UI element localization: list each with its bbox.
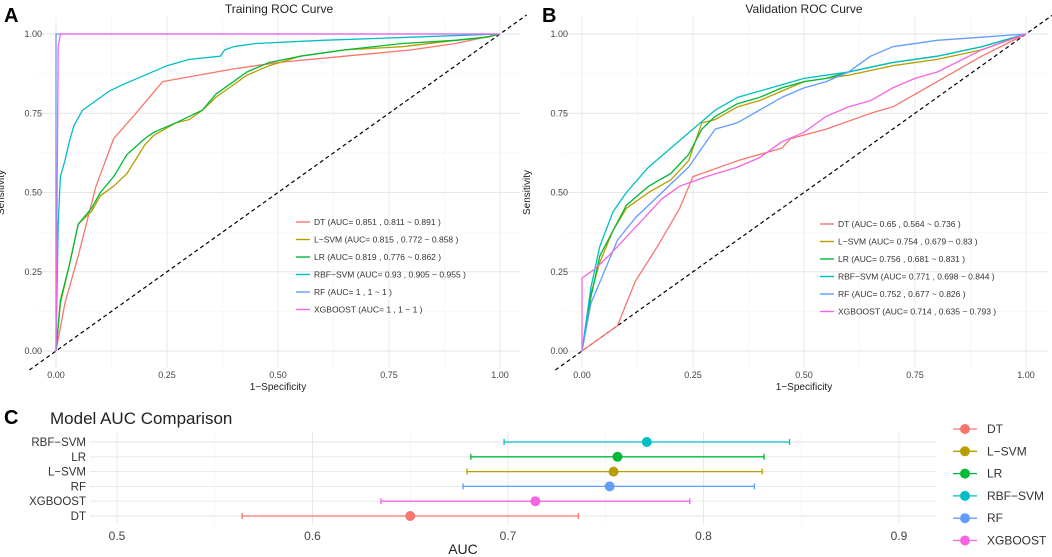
roc-train-reference-diagonal [29,14,527,371]
roc-valid-roc-line-rbf-svm [581,33,1027,352]
panel-letter-b: B [542,5,556,27]
roc-valid-roc-line-xgboost [581,33,1027,351]
auc-row-label-rf: RF [71,481,86,493]
auc-legend-label-rbf-svm: RBF−SVM [987,489,1044,503]
roc-train-roc-line-lr [55,33,501,352]
auc-comparison-chart: 0.5 0.6 0.7 0.8 0.9 RBF−SVM LR L−SVM RF XGBOOST DT… [29,422,1047,557]
roc-train-y-axis-label: Sensitivity [0,170,7,215]
auc-x-axis-label: AUC [448,541,478,557]
auc-legend-key-rf [960,513,970,524]
roc-valid-x-axis-label: 1−Specificity [776,382,832,393]
roc-train-legend-label-xgboost: XGBOOST (AUC= 1 , 1 ~ 1 ) [314,305,423,315]
auc-point-xgboost [530,496,541,507]
auc-legend-key-l-svm [960,446,970,457]
roc-train-y-tick-label: 0.25 [24,267,42,277]
auc-row-label-xgboost: XGBOOST [29,496,86,508]
roc-train-legend-label-rf: RF (AUC= 1 , 1 ~ 1 ) [314,287,392,297]
auc-comparison-title: Model AUC Comparison [50,409,232,428]
roc-valid-x-tick-label: 0.50 [795,370,813,380]
roc-train-x-axis-label: 1−Specificity [250,382,306,393]
auc-x-tick-label: 0.8 [695,529,712,543]
roc-train-legend-label-l-svm: L−SVM (AUC= 0.815 , 0.772 ~ 0.858 ) [314,235,459,245]
roc-valid-title: Validation ROC Curve [745,2,862,16]
auc-point-dt [405,511,416,521]
roc-train-x-tick-label: 0.75 [380,370,398,380]
roc-train-x-tick-label: 1.00 [491,370,509,380]
roc-valid-x-tick-label: 0.00 [573,370,591,380]
auc-x-tick-label: 0.7 [500,529,517,543]
roc-valid-legend-label-l-svm: L−SVM (AUC= 0.754 , 0.679 ~ 0.83 ) [838,237,978,247]
roc-valid-x-tick-label: 0.25 [684,370,702,380]
roc-train-y-tick-label: 0.50 [24,188,42,198]
roc-valid-y-tick-label: 1.00 [550,29,568,39]
roc-train-roc-line-dt [55,33,501,352]
roc-valid-reference-diagonal [555,14,1052,371]
panel-letter-c: C [4,407,18,429]
auc-row-label-lr: LR [71,452,86,464]
auc-row-label-rbf-svm: RBF−SVM [31,437,86,449]
roc-valid-legend-label-lr: LR (AUC= 0.756 , 0.681 ~ 0.831 ) [838,254,965,264]
roc-train-x-tick-label: 0.25 [158,370,176,380]
auc-legend-key-dt [960,424,970,434]
auc-legend-label-l-svm: L−SVM [987,444,1027,458]
auc-legend-key-rbf-svm [960,490,970,501]
roc-train-legend-label-dt: DT (AUC= 0.851 , 0.811 ~ 0.891 ) [314,217,441,227]
roc-train-roc-line-l-svm [55,33,501,352]
auc-x-tick-label: 0.6 [304,529,321,543]
auc-row-label-dt: DT [71,511,86,523]
roc-valid-x-tick-label: 0.75 [906,370,924,380]
roc-valid-roc-line-rf [581,33,1027,352]
auc-legend-key-lr [960,468,970,479]
roc-valid-y-tick-label: 0.00 [550,346,568,356]
roc-train-roc-line-rbf-svm [55,33,501,352]
auc-legend-key-xgboost [960,535,970,546]
auc-point-lr [612,451,623,462]
roc-train-x-tick-label: 0.00 [47,370,65,380]
roc-train-roc-line-xgboost [55,33,500,352]
auc-legend-label-rf: RF [987,511,1003,525]
roc-valid-x-tick-label: 1.00 [1017,370,1035,380]
auc-legend-label-xgboost: XGBOOST [987,534,1047,548]
auc-x-tick-label: 0.9 [891,529,908,543]
roc-train-legend-label-lr: LR (AUC= 0.819 , 0.776 ~ 0.862 ) [314,252,441,262]
auc-point-rf [604,481,615,492]
roc-train-chart: 0.00 0.25 0.50 0.75 1.00 0.00 0.25 0.50 0.75 1.00… [0,14,527,393]
roc-valid-roc-line-dt [581,33,1027,352]
roc-valid-legend-label-xgboost: XGBOOST (AUC= 0.714 , 0.635 ~ 0.793 ) [838,307,996,317]
roc-valid-y-tick-label: 0.75 [550,108,568,118]
auc-row-label-l-svm: L−SVM [48,467,86,479]
roc-valid-legend-label-dt: DT (AUC= 0.65 , 0.564 ~ 0.736 ) [838,219,961,229]
roc-train-y-tick-label: 1.00 [24,29,42,39]
panel-letter-a: A [4,5,18,27]
roc-valid-y-tick-label: 0.25 [550,267,568,277]
roc-train-y-tick-label: 0.75 [24,108,42,118]
roc-valid-chart: 0.00 0.25 0.50 0.75 1.00 0.00 0.25 0.50 0.75 1.00… [522,14,1052,393]
roc-valid-legend-label-rbf-svm: RBF−SVM (AUC= 0.771 , 0.698 ~ 0.844 ) [838,272,995,282]
roc-valid-y-tick-label: 0.50 [550,188,568,198]
auc-legend-label-lr: LR [987,467,1003,481]
roc-valid-legend-label-rf: RF (AUC= 0.752 , 0.677 ~ 0.826 ) [838,289,966,299]
roc-train-legend-label-rbf-svm: RBF−SVM (AUC= 0.93 , 0.905 ~ 0.955 ) [314,270,466,280]
roc-train-title: Training ROC Curve [225,2,334,16]
auc-point-rbf-svm [641,437,652,447]
roc-train-y-tick-label: 0.00 [24,346,42,356]
auc-x-tick-label: 0.5 [109,529,126,543]
auc-legend-label-dt: DT [987,422,1004,436]
roc-train-x-tick-label: 0.50 [269,370,287,380]
roc-valid-y-axis-label: Sensitivity [522,170,533,215]
auc-point-l-svm [608,466,619,477]
